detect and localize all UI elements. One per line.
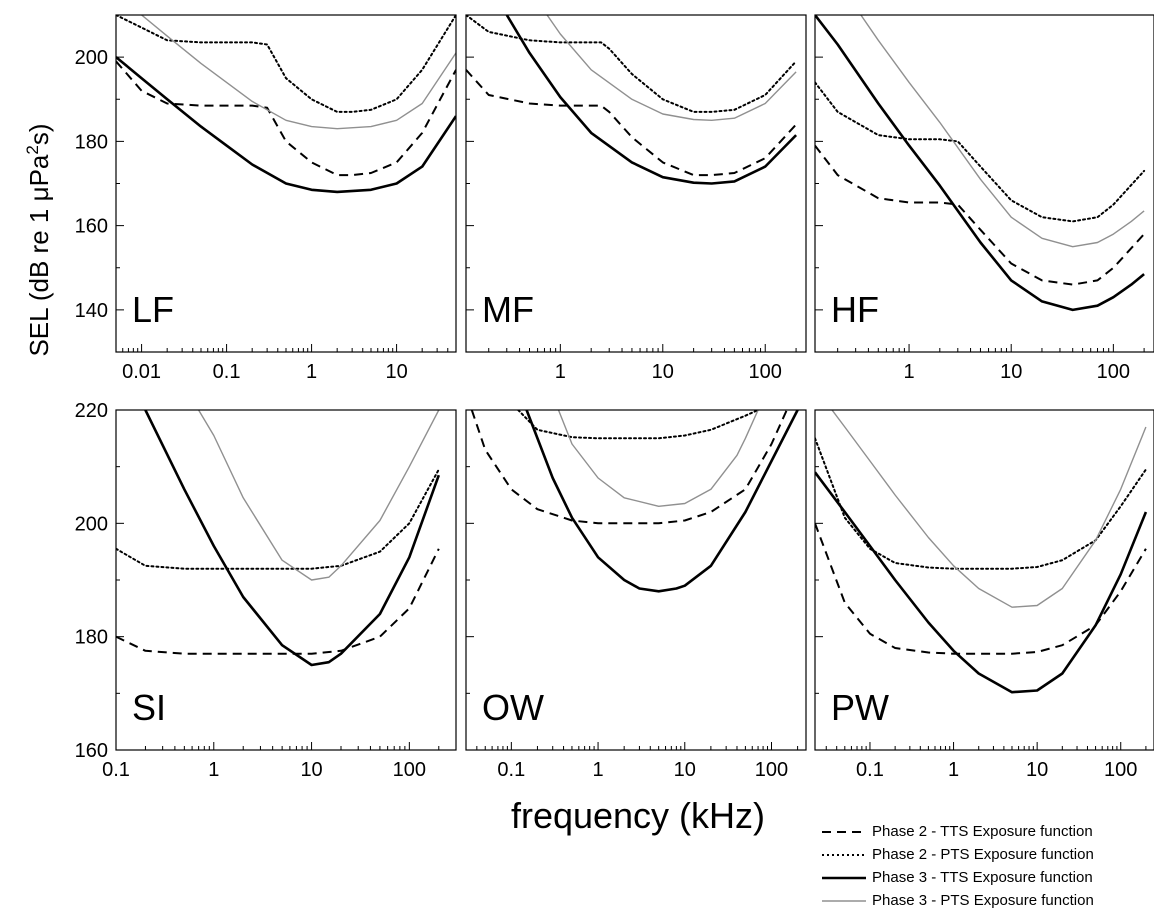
legend: Phase 2 - TTS Exposure function Phase 2 … [818,820,1154,912]
series-line-phase-3-tts-exposure-function [505,15,798,185]
x-tick-label: 10 [674,759,696,781]
y-tick-label: 160 [75,740,108,762]
series-line-phase-3-tts-exposure-function [116,56,456,194]
series-line-phase-2-pts-exposure-function [815,81,1146,223]
y-axis-label-main: SEL (dB re 1 [24,201,54,356]
panels-group: 0.01 0.1 1 10 140 160 180 200 LF 1 10 100 MF 1 10 100 HF… [75,14,1154,781]
series-line-phase-3-tts-exposure-function [815,471,1148,694]
series-line-phase-3-tts-exposure-function [525,410,799,593]
x-tick-label: 0.1 [497,759,525,781]
legend-swatch-gray [822,899,866,902]
legend-item-phase3-tts: Phase 3 - TTS Exposure function [818,866,1154,889]
legend-swatch-dashed [822,830,866,833]
x-tick-label: 10 [385,361,407,383]
x-tick-label: 0.01 [122,361,161,383]
y-axis-label: SEL (dB re 1 μPa2s) [23,123,54,356]
panel-label: LF [132,289,174,330]
panel-label: HF [831,289,879,330]
x-tick-label: 1 [592,759,603,781]
panel-frame [115,409,457,751]
x-tick-label: 100 [1104,759,1137,781]
legend-swatch-dotted [822,853,866,856]
series-line-phase-2-pts-exposure-function [116,15,456,113]
x-tick-label: 10 [652,361,674,383]
legend-item-phase3-pts: Phase 3 - PTS Exposure function [818,889,1154,912]
y-axis-label-sup: 2 [23,145,42,154]
x-tick-label: 1 [948,759,959,781]
x-tick-label: 100 [393,759,426,781]
panel-label: PW [831,687,889,728]
y-axis-label-end: s) [24,123,54,145]
y-axis-label-mu: μPa [24,154,54,201]
x-axis-label: frequency (kHz) [511,795,765,836]
series-group [466,15,798,185]
y-tick-label: 180 [75,627,108,649]
x-tick-label: 100 [749,361,782,383]
x-tick-label: 0.1 [102,759,130,781]
series-line-phase-3-tts-exposure-function [815,15,1145,312]
legend-label: Phase 2 - TTS Exposure function [872,823,1093,840]
x-tick-label: 10 [300,759,322,781]
y-tick-label: 200 [75,47,108,69]
series-group [815,15,1146,312]
series-line-phase-2-tts-exposure-function [470,410,788,525]
series-line-phase-2-pts-exposure-function [116,468,440,570]
series-group [116,15,456,194]
panel-si: 0.1 1 10 100 160 180 200 220 SI [75,400,457,781]
series-line-phase-2-tts-exposure-function [466,69,797,177]
series-line-phase-2-tts-exposure-function [116,60,456,177]
x-tick-label: 100 [1097,361,1130,383]
series-group [470,410,799,593]
series-line-phase-3-pts-exposure-function [197,410,440,581]
series-group [815,410,1148,694]
legend-label: Phase 3 - TTS Exposure function [872,869,1093,886]
series-line-phase-3-pts-exposure-function [557,410,759,507]
y-tick-label: 140 [75,300,108,322]
x-tick-label: 1 [306,361,317,383]
series-line-phase-3-pts-exposure-function [831,410,1147,608]
legend-swatch-solid [822,876,866,879]
x-tick-label: 10 [1026,759,1048,781]
x-tick-label: 1 [208,759,219,781]
legend-item-phase2-pts: Phase 2 - PTS Exposure function [818,843,1154,866]
y-tick-label: 180 [75,131,108,153]
x-tick-label: 10 [1000,361,1022,383]
series-line-phase-2-tts-exposure-function [116,548,440,655]
panel-label: SI [132,687,166,728]
series-line-phase-2-pts-exposure-function [466,15,798,113]
panel-label: MF [482,289,534,330]
y-tick-label: 160 [75,216,108,238]
panel-lf: 0.01 0.1 1 10 140 160 180 200 LF [75,14,457,383]
x-tick-label: 1 [555,361,566,383]
series-line-phase-3-tts-exposure-function [144,410,441,667]
x-tick-label: 0.1 [213,361,241,383]
x-tick-label: 0.1 [856,759,884,781]
panel-ow: 0.1 1 10 100 OW [465,409,807,781]
x-tick-label: 100 [755,759,788,781]
panel-pw: 0.1 1 10 100 PW [814,409,1154,781]
panel-label: OW [482,687,544,728]
series-line-phase-3-pts-exposure-function [860,15,1145,248]
series-line-phase-3-pts-exposure-function [546,15,797,122]
legend-label: Phase 3 - PTS Exposure function [872,892,1094,909]
panel-hf: 1 10 100 HF [814,14,1154,383]
y-tick-label: 200 [75,513,108,535]
series-line-phase-3-pts-exposure-function [140,15,456,130]
panel-mf: 1 10 100 MF [465,14,807,383]
y-tick-label: 220 [75,400,108,422]
series-line-phase-2-pts-exposure-function [517,410,760,440]
series-line-phase-2-pts-exposure-function [815,437,1147,570]
series-group [116,410,441,667]
legend-item-phase2-tts: Phase 2 - TTS Exposure function [818,820,1154,843]
x-tick-label: 1 [903,361,914,383]
series-line-phase-2-tts-exposure-function [815,144,1145,286]
legend-label: Phase 2 - PTS Exposure function [872,846,1094,863]
